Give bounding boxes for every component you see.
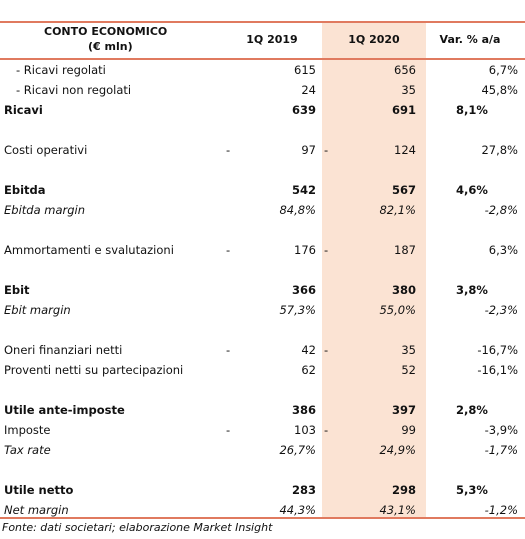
row-label: Ebit <box>4 283 30 297</box>
value-2019: 44,3% <box>279 503 316 517</box>
source-note: Fonte: dati societari; elaborazione Mark… <box>2 521 273 534</box>
value-2019: 42 <box>301 343 316 357</box>
value-2019: 26,7% <box>279 443 316 457</box>
row-label: Oneri finanziari netti <box>4 343 123 357</box>
row-label: Tax rate <box>4 443 51 457</box>
bottom-rule <box>0 517 525 519</box>
value-2019: 57,3% <box>279 303 316 317</box>
value-2019: 366 <box>291 283 316 297</box>
row-label: Utile netto <box>4 483 74 497</box>
value-var: 6,3% <box>488 243 518 257</box>
value-var: -1,7% <box>484 443 518 457</box>
row-label: - Ricavi non regolati <box>16 83 132 97</box>
value-var: -3,9% <box>484 423 518 437</box>
value-var: -16,1% <box>477 363 518 377</box>
sign: - <box>226 423 231 437</box>
header-title: CONTO ECONOMICO <box>44 25 168 38</box>
value-2020: 43,1% <box>379 503 416 517</box>
value-2020: 656 <box>394 63 416 77</box>
value-2019: 24 <box>301 83 316 97</box>
value-2020: 298 <box>391 483 416 497</box>
value-2019: 176 <box>294 243 316 257</box>
row-label: Net margin <box>4 503 69 517</box>
row-label: Utile ante-imposte <box>4 403 125 417</box>
row-label: Ebit margin <box>4 303 71 317</box>
value-2019: 103 <box>294 423 316 437</box>
value-var: 27,8% <box>481 143 518 157</box>
value-2019: 615 <box>294 63 316 77</box>
value-var: 8,1% <box>456 103 488 117</box>
sign: - <box>324 343 329 357</box>
header-rule <box>0 58 525 60</box>
value-2020: 397 <box>391 403 416 417</box>
value-var: -2,3% <box>484 303 518 317</box>
sign: - <box>226 143 231 157</box>
value-var: 4,6% <box>456 183 488 197</box>
value-var: 3,8% <box>456 283 488 297</box>
value-2020: 691 <box>391 103 416 117</box>
row-label: Imposte <box>4 423 51 437</box>
value-2019: 97 <box>301 143 316 157</box>
row-label: Ebitda <box>4 183 46 197</box>
highlight-column <box>322 22 426 518</box>
row-label: Proventi netti su partecipazioni <box>4 363 184 377</box>
row-label: Costi operativi <box>4 143 88 157</box>
row-label: Ammortamenti e svalutazioni <box>4 243 174 257</box>
value-2019: 283 <box>291 483 316 497</box>
row-label: Ricavi <box>4 103 43 117</box>
top-rule <box>0 21 525 23</box>
header-unit: (€ mln) <box>88 40 133 53</box>
row-label: Ebitda margin <box>4 203 86 217</box>
value-2020: 35 <box>401 343 416 357</box>
value-2020: 567 <box>391 183 416 197</box>
value-2020: 380 <box>391 283 416 297</box>
value-2019: 386 <box>291 403 316 417</box>
sign: - <box>226 343 231 357</box>
sign: - <box>226 243 231 257</box>
value-2019: 84,8% <box>279 203 316 217</box>
value-var: -2,8% <box>484 203 518 217</box>
column-header: 1Q 2019 <box>246 33 298 46</box>
column-header: Var. % a/a <box>439 33 501 46</box>
value-2020: 24,9% <box>379 443 416 457</box>
value-var: 2,8% <box>456 403 488 417</box>
value-2019: 62 <box>301 363 316 377</box>
value-2020: 187 <box>394 243 416 257</box>
value-var: 6,7% <box>488 63 518 77</box>
value-2020: 99 <box>401 423 416 437</box>
value-2019: 542 <box>291 183 316 197</box>
sign: - <box>324 243 329 257</box>
value-2020: 52 <box>401 363 416 377</box>
row-label: - Ricavi regolati <box>16 63 106 77</box>
value-var: 45,8% <box>481 83 518 97</box>
value-var: 5,3% <box>456 483 488 497</box>
sign: - <box>324 423 329 437</box>
value-2020: 82,1% <box>379 203 416 217</box>
value-2020: 55,0% <box>379 303 416 317</box>
sign: - <box>324 143 329 157</box>
column-header: 1Q 2020 <box>348 33 400 46</box>
value-2020: 35 <box>401 83 416 97</box>
value-var: -16,7% <box>477 343 518 357</box>
value-var: -1,2% <box>484 503 518 517</box>
value-2019: 639 <box>291 103 316 117</box>
value-2020: 124 <box>394 143 416 157</box>
